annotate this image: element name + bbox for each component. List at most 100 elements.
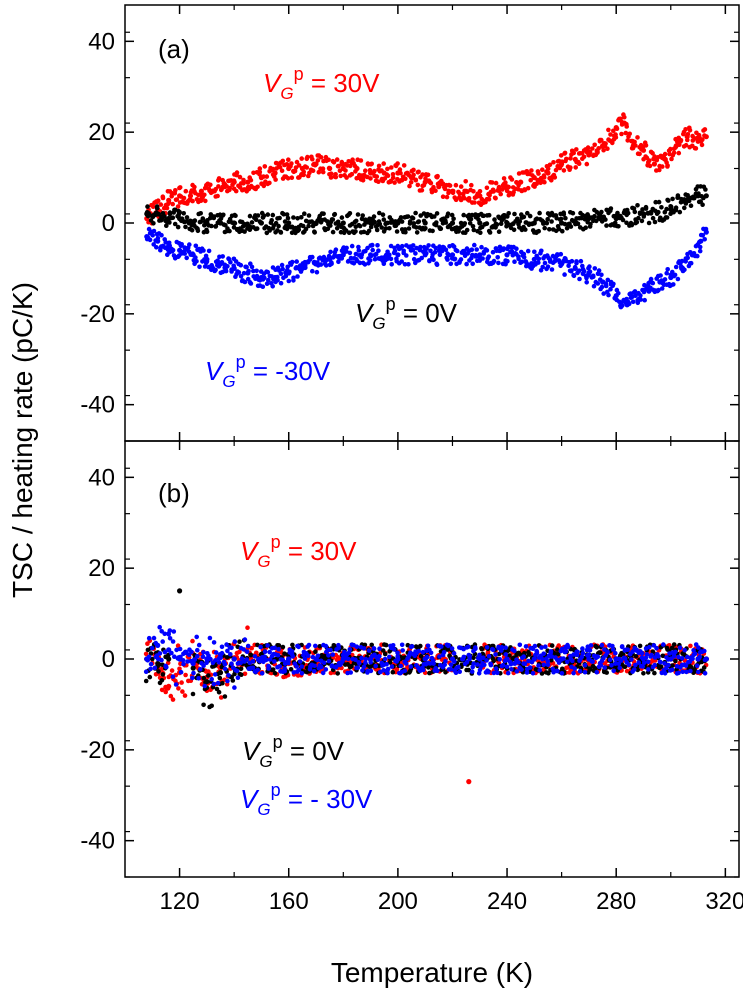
data-point bbox=[646, 220, 652, 226]
data-point bbox=[609, 663, 614, 668]
data-point bbox=[549, 657, 554, 663]
data-point bbox=[202, 264, 208, 269]
data-point bbox=[660, 164, 665, 169]
data-point bbox=[187, 193, 194, 199]
data-point bbox=[580, 646, 585, 651]
data-point bbox=[654, 645, 659, 651]
data-point bbox=[353, 229, 358, 234]
data-point bbox=[204, 229, 210, 235]
data-point bbox=[703, 229, 709, 235]
data-point bbox=[223, 268, 229, 274]
data-point bbox=[382, 656, 388, 662]
data-point bbox=[177, 588, 183, 594]
data-point bbox=[159, 687, 165, 693]
data-point bbox=[695, 656, 701, 662]
data-point bbox=[690, 252, 696, 258]
data-point bbox=[241, 270, 247, 276]
data-point bbox=[213, 658, 218, 663]
data-point bbox=[590, 273, 596, 279]
data-point bbox=[452, 256, 457, 262]
data-point bbox=[556, 643, 561, 648]
data-point bbox=[245, 643, 251, 649]
data-point bbox=[196, 676, 201, 681]
data-point bbox=[699, 142, 705, 148]
data-point bbox=[227, 185, 233, 191]
data-point bbox=[222, 661, 228, 667]
data-point bbox=[555, 668, 560, 674]
data-point bbox=[366, 228, 372, 234]
data-point bbox=[414, 245, 419, 251]
data-point bbox=[219, 644, 225, 650]
data-point bbox=[504, 664, 510, 670]
data-point bbox=[501, 246, 507, 251]
data-point bbox=[493, 196, 498, 201]
data-point bbox=[512, 648, 517, 654]
data-point bbox=[521, 214, 527, 220]
data-point bbox=[242, 637, 248, 642]
data-point bbox=[374, 227, 380, 233]
data-point bbox=[146, 635, 152, 641]
data-point bbox=[416, 169, 421, 175]
data-point bbox=[360, 668, 365, 673]
data-point bbox=[418, 213, 424, 218]
data-point bbox=[228, 652, 233, 657]
data-point bbox=[334, 157, 340, 162]
data-point bbox=[327, 256, 333, 262]
data-point bbox=[170, 639, 176, 644]
data-point bbox=[479, 244, 484, 250]
data-point bbox=[313, 656, 319, 662]
data-point bbox=[264, 174, 270, 179]
data-point bbox=[177, 185, 183, 190]
data-point bbox=[656, 199, 662, 205]
data-point bbox=[160, 672, 166, 677]
data-point bbox=[415, 182, 421, 188]
data-point bbox=[488, 662, 494, 668]
data-point bbox=[370, 247, 376, 253]
data-point bbox=[570, 210, 576, 216]
data-point bbox=[464, 261, 469, 267]
data-point bbox=[353, 657, 358, 662]
panel-b-label-0v: VGp = 0V bbox=[242, 732, 345, 771]
data-point bbox=[577, 276, 582, 282]
data-point bbox=[486, 212, 492, 218]
panel-b-points bbox=[143, 588, 709, 785]
data-point bbox=[501, 176, 507, 181]
data-point bbox=[183, 672, 188, 678]
y-tick-label: 0 bbox=[102, 646, 115, 673]
data-point bbox=[623, 130, 629, 136]
data-point bbox=[201, 663, 206, 668]
data-point bbox=[390, 172, 396, 177]
data-point bbox=[389, 262, 395, 267]
data-point bbox=[338, 173, 344, 179]
data-point bbox=[395, 656, 401, 662]
data-point bbox=[347, 647, 353, 652]
data-point bbox=[458, 184, 464, 189]
data-point bbox=[237, 174, 243, 180]
data-point bbox=[187, 242, 192, 247]
data-point bbox=[154, 245, 159, 250]
data-point bbox=[598, 662, 604, 668]
data-point bbox=[344, 245, 349, 251]
data-point bbox=[371, 214, 377, 219]
data-point bbox=[151, 635, 157, 641]
data-point bbox=[702, 648, 707, 654]
data-point bbox=[490, 188, 496, 194]
data-point bbox=[532, 249, 537, 255]
data-point bbox=[517, 219, 523, 224]
data-point bbox=[633, 654, 639, 659]
data-point bbox=[553, 167, 559, 173]
data-point bbox=[414, 230, 420, 235]
data-point bbox=[249, 645, 254, 651]
label-sub: G bbox=[280, 84, 293, 103]
data-point bbox=[565, 644, 571, 650]
data-point bbox=[523, 227, 528, 232]
data-point bbox=[387, 252, 392, 258]
data-point bbox=[530, 670, 536, 676]
data-point bbox=[635, 203, 640, 208]
data-point bbox=[610, 647, 616, 652]
panel-b-tag: (b) bbox=[158, 478, 190, 508]
data-point bbox=[618, 658, 624, 663]
data-point bbox=[470, 261, 476, 267]
data-point bbox=[428, 180, 434, 186]
data-point bbox=[399, 642, 405, 648]
